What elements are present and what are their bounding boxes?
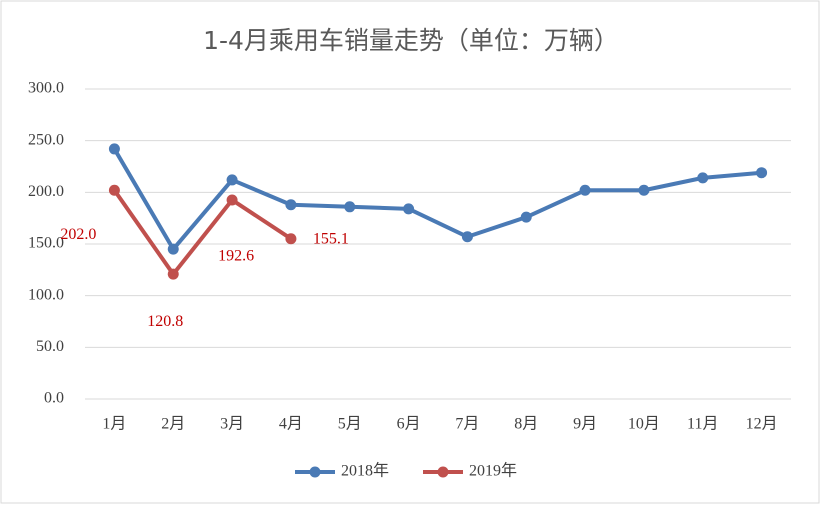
y-tick-label: 250.0 (28, 131, 64, 148)
point (226, 194, 238, 206)
y-tick-label: 200.0 (28, 183, 64, 200)
x-tick-label: 3月 (220, 416, 244, 433)
legend-label: 2019年 (469, 462, 517, 480)
point (167, 268, 179, 280)
point (108, 143, 120, 155)
point (638, 184, 650, 196)
value-label: 155.1 (313, 230, 349, 247)
x-tick-label: 9月 (573, 416, 597, 433)
legend-marker (437, 466, 449, 478)
point (520, 211, 532, 223)
point (108, 184, 120, 196)
x-tick-label: 4月 (279, 416, 303, 433)
x-tick-label: 12月 (746, 416, 778, 433)
x-tick-label: 10月 (628, 416, 660, 433)
x-tick-label: 2月 (161, 416, 185, 433)
point (167, 243, 179, 255)
series-line (112, 189, 293, 277)
point (697, 172, 709, 184)
value-label: 192.6 (218, 248, 254, 265)
y-tick-label: 100.0 (28, 286, 64, 303)
x-tick-label: 5月 (338, 416, 362, 433)
y-tick-label: 50.0 (36, 338, 64, 355)
point (285, 233, 297, 245)
point (579, 184, 591, 196)
legend-label: 2018年 (341, 462, 389, 480)
legend-marker (309, 466, 321, 478)
x-tick-label: 6月 (397, 416, 421, 433)
x-tick-label: 7月 (455, 416, 479, 433)
chart-title: 1-4月乘用车销量走势（单位：万辆） (203, 26, 619, 55)
x-tick-label: 1月 (102, 416, 126, 433)
point (285, 199, 297, 211)
series-line (112, 147, 762, 252)
point (403, 203, 415, 215)
y-tick-label: 150.0 (28, 235, 64, 252)
point (461, 231, 473, 243)
x-tick-label: 11月 (687, 416, 718, 433)
point (756, 167, 768, 179)
point (226, 174, 238, 186)
x-tick-label: 8月 (514, 416, 538, 433)
y-tick-label: 300.0 (28, 80, 64, 97)
point (344, 201, 356, 213)
value-label: 120.8 (147, 313, 183, 330)
y-tick-label: 0.0 (44, 390, 64, 407)
value-label: 202.0 (60, 226, 96, 243)
